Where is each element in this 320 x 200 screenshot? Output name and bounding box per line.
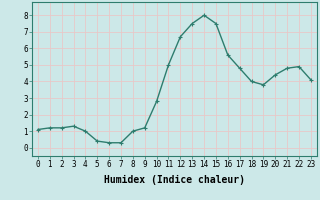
- X-axis label: Humidex (Indice chaleur): Humidex (Indice chaleur): [104, 175, 245, 185]
